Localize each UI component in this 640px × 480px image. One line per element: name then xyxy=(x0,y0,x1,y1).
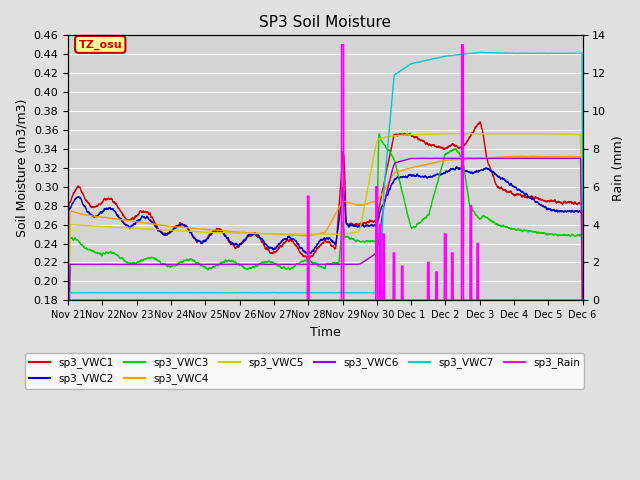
sp3_Rain xyxy=(64,298,72,303)
sp3_VWC7 xyxy=(262,290,269,296)
sp3_VWC1 xyxy=(123,216,131,222)
sp3_VWC3 xyxy=(64,352,72,358)
sp3_VWC2 xyxy=(579,306,586,312)
Y-axis label: Rain (mm): Rain (mm) xyxy=(612,135,625,201)
Legend: sp3_VWC1, sp3_VWC2, sp3_VWC3, sp3_VWC4, sp3_VWC5, sp3_VWC6, sp3_VWC7, sp3_Rain: sp3_VWC1, sp3_VWC2, sp3_VWC3, sp3_VWC4, … xyxy=(25,353,584,389)
sp3_VWC3 xyxy=(513,227,521,233)
sp3_Rain xyxy=(579,298,586,303)
sp3_VWC5 xyxy=(512,131,520,136)
sp3_VWC6 xyxy=(515,156,522,161)
sp3_VWC5 xyxy=(154,227,161,232)
sp3_VWC7 xyxy=(569,50,577,56)
sp3_VWC2 xyxy=(569,208,577,214)
sp3_VWC2 xyxy=(64,337,72,343)
sp3_VWC3 xyxy=(123,259,131,265)
sp3_VWC6 xyxy=(262,262,269,267)
sp3_VWC4 xyxy=(64,338,72,344)
sp3_Rain xyxy=(154,298,161,303)
sp3_Rain xyxy=(262,298,269,303)
sp3_VWC1 xyxy=(476,119,484,125)
sp3_VWC1 xyxy=(513,191,521,197)
Line: sp3_VWC3: sp3_VWC3 xyxy=(68,134,582,355)
sp3_VWC4 xyxy=(517,153,525,159)
sp3_VWC3 xyxy=(154,257,161,263)
sp3_VWC2 xyxy=(452,164,460,170)
sp3_VWC5 xyxy=(579,293,586,299)
sp3_VWC2 xyxy=(513,187,521,193)
sp3_VWC4 xyxy=(154,222,161,228)
Line: sp3_VWC4: sp3_VWC4 xyxy=(68,156,582,341)
sp3_VWC3 xyxy=(375,131,383,137)
sp3_VWC4 xyxy=(513,154,521,159)
sp3_VWC7 xyxy=(284,290,292,296)
Text: TZ_osu: TZ_osu xyxy=(79,39,122,49)
sp3_VWC4 xyxy=(262,231,269,237)
sp3_VWC5 xyxy=(569,132,577,137)
sp3_VWC4 xyxy=(579,295,586,301)
sp3_VWC6 xyxy=(513,156,521,161)
sp3_VWC3 xyxy=(579,321,586,326)
Line: sp3_VWC1: sp3_VWC1 xyxy=(68,122,582,336)
Line: sp3_VWC7: sp3_VWC7 xyxy=(68,52,582,300)
sp3_VWC5 xyxy=(123,225,131,231)
sp3_VWC1 xyxy=(284,237,292,242)
Title: SP3 Soil Moisture: SP3 Soil Moisture xyxy=(259,15,392,30)
sp3_Rain xyxy=(284,298,292,303)
sp3_VWC6 xyxy=(154,262,161,267)
sp3_VWC3 xyxy=(569,232,577,238)
sp3_VWC6 xyxy=(64,360,72,366)
Line: sp3_VWC5: sp3_VWC5 xyxy=(68,133,582,343)
sp3_VWC1 xyxy=(154,224,161,229)
sp3_VWC5 xyxy=(284,231,292,237)
Line: sp3_VWC6: sp3_VWC6 xyxy=(68,158,582,363)
sp3_Rain xyxy=(123,298,131,303)
sp3_VWC1 xyxy=(64,333,72,339)
sp3_VWC4 xyxy=(569,154,577,159)
Line: sp3_VWC2: sp3_VWC2 xyxy=(68,167,582,340)
sp3_VWC6 xyxy=(569,156,577,161)
sp3_VWC5 xyxy=(262,231,269,237)
sp3_VWC5 xyxy=(513,131,521,136)
sp3_VWC5 xyxy=(64,340,72,346)
sp3_VWC1 xyxy=(579,301,586,307)
sp3_VWC7 xyxy=(154,290,161,296)
sp3_VWC1 xyxy=(569,200,577,206)
sp3_VWC3 xyxy=(284,265,292,271)
sp3_VWC6 xyxy=(123,262,131,267)
sp3_VWC7 xyxy=(123,290,131,296)
sp3_Rain xyxy=(338,42,346,48)
sp3_VWC3 xyxy=(262,259,269,264)
sp3_Rain xyxy=(513,298,521,303)
sp3_VWC7 xyxy=(476,49,483,55)
Y-axis label: Soil Moisture (m3/m3): Soil Moisture (m3/m3) xyxy=(15,98,28,237)
sp3_VWC6 xyxy=(579,305,586,311)
sp3_VWC2 xyxy=(284,234,292,240)
sp3_VWC6 xyxy=(284,262,292,267)
sp3_VWC2 xyxy=(123,222,131,228)
sp3_VWC2 xyxy=(262,241,269,247)
sp3_VWC4 xyxy=(123,217,131,223)
sp3_VWC7 xyxy=(64,298,72,303)
sp3_VWC1 xyxy=(262,246,269,252)
sp3_VWC7 xyxy=(579,207,586,213)
X-axis label: Time: Time xyxy=(310,325,340,338)
sp3_VWC7 xyxy=(513,50,521,56)
sp3_VWC4 xyxy=(284,232,292,238)
Line: sp3_Rain: sp3_Rain xyxy=(68,45,582,300)
sp3_Rain xyxy=(569,298,577,303)
sp3_VWC2 xyxy=(154,227,161,232)
